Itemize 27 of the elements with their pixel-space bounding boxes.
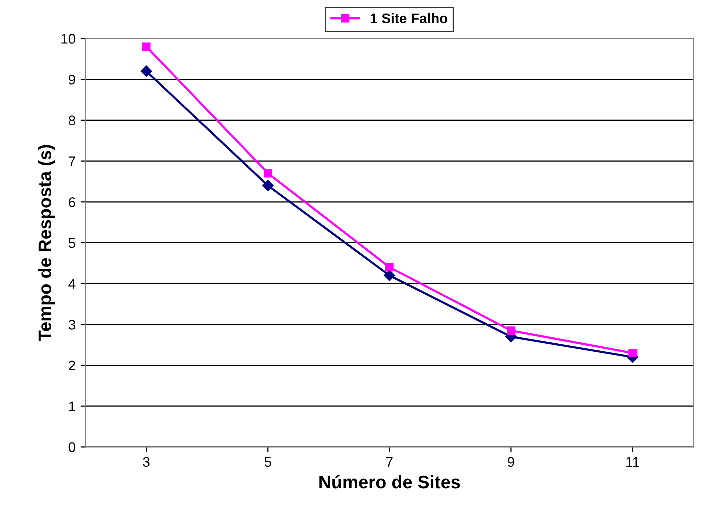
y-tick-label: 3	[68, 320, 76, 330]
x-tick-label: 7	[386, 457, 393, 467]
y-tick-label: 9	[69, 74, 76, 85]
y-tick-label: 8	[68, 116, 76, 126]
y-axis-title: Tempo de Resposta (s)	[38, 145, 56, 342]
y-tick-label: 6	[69, 197, 76, 208]
point	[386, 263, 394, 272]
point	[262, 180, 274, 192]
y-tick-label: 7	[69, 156, 76, 166]
x-tick-label: 9	[508, 457, 514, 468]
point	[384, 270, 396, 282]
y-tick-label: 0	[68, 442, 76, 452]
legend-label: 1 Site Falho	[371, 13, 448, 24]
point	[264, 169, 272, 178]
point	[628, 349, 637, 358]
point	[507, 326, 516, 335]
y-tick-label: 5	[68, 238, 76, 248]
y-tick-label: 10	[62, 34, 76, 44]
y-tick-label: 2	[69, 360, 76, 371]
x-axis-title: Número de Sites	[320, 475, 460, 489]
point	[140, 66, 152, 78]
point	[142, 42, 151, 52]
y-tick-label: 4	[68, 279, 76, 289]
x-tick-label: 3	[143, 457, 150, 468]
y-tick-label: 1	[69, 402, 76, 412]
x-tick-label: 11	[626, 457, 640, 467]
x-tick-label: 5	[264, 457, 272, 468]
